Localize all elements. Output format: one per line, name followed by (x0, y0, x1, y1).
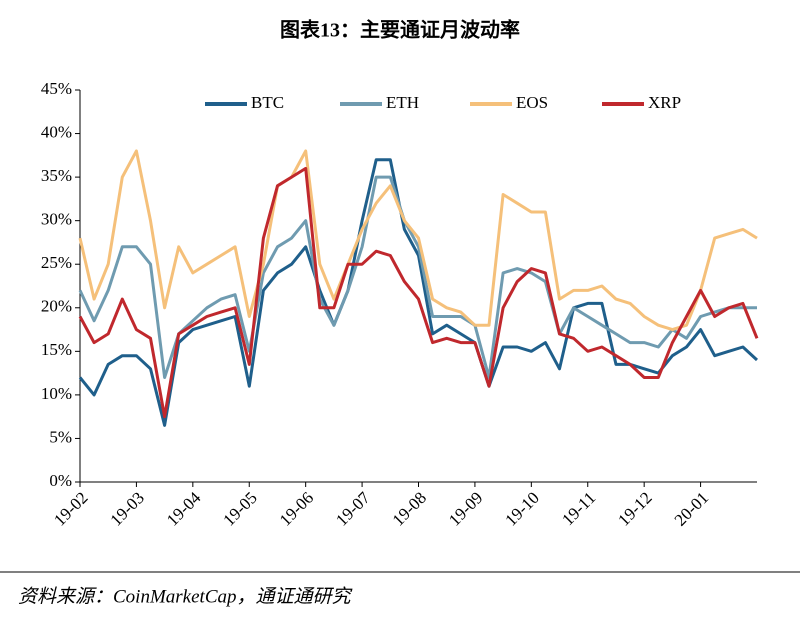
legend-label: EOS (516, 93, 548, 112)
x-tick-label: 19-10 (501, 488, 542, 529)
x-tick-label: 19-12 (614, 488, 655, 529)
y-tick-label: 25% (41, 253, 72, 272)
chart-title: 图表13：主要通证月波动率 (280, 18, 520, 42)
x-tick-label: 19-06 (276, 488, 317, 529)
source: 资料来源：CoinMarketCap，通证通研究 (18, 585, 353, 607)
x-tick-label: 19-08 (389, 488, 430, 529)
y-tick-label: 35% (41, 166, 72, 185)
series-line (78, 166, 759, 419)
y-tick-label: 15% (41, 340, 72, 359)
x-tick-label: 19-05 (219, 488, 260, 529)
x-tick-label: 19-02 (50, 488, 91, 529)
x-tick-label: 19-04 (163, 488, 205, 530)
series-line (78, 149, 758, 332)
x-tick-label: 19-09 (445, 488, 486, 529)
y-tick-label: 20% (41, 297, 72, 316)
x-tick-label: 19-07 (332, 488, 374, 530)
y-tick-label: 40% (41, 122, 72, 141)
legend-label: BTC (251, 93, 284, 112)
x-tick-label: 19-03 (107, 488, 148, 529)
x-tick-label: 20-01 (671, 488, 712, 529)
legend-label: XRP (648, 93, 681, 112)
x-tick-label: 19-11 (558, 488, 599, 529)
series-line (78, 175, 757, 379)
y-tick-label: 5% (49, 427, 72, 446)
y-tick-label: 45% (41, 79, 72, 98)
y-tick-label: 10% (41, 384, 72, 403)
series-line (78, 158, 759, 427)
y-tick-label: 0% (49, 471, 72, 490)
legend-label: ETH (386, 93, 419, 112)
y-tick-label: 30% (41, 210, 72, 229)
